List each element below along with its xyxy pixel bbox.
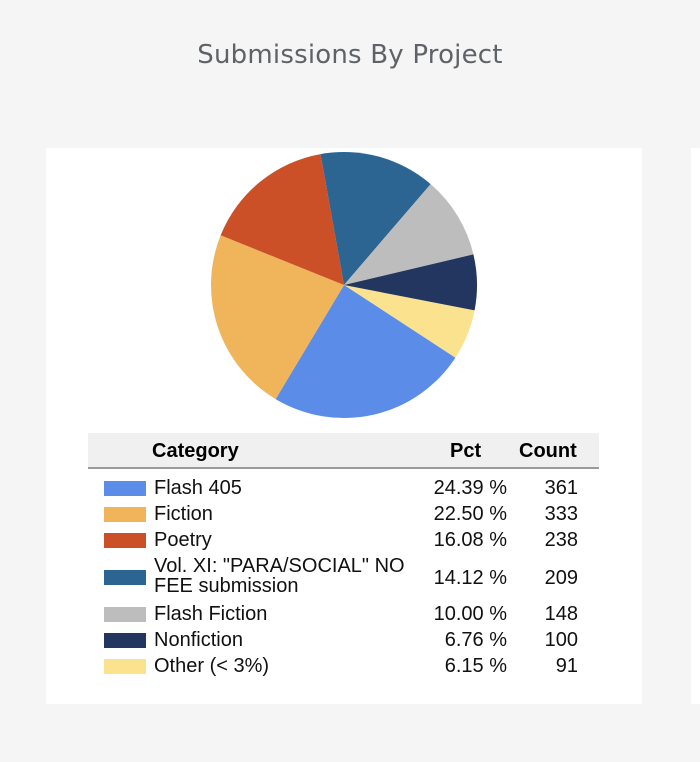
- legend-row: Poetry 16.08 % 238: [88, 530, 599, 554]
- legend-count: 209: [544, 567, 578, 589]
- legend-table: Flash 405 24.39 % 361 Fiction 22.50 % 33…: [88, 478, 599, 682]
- legend-count: 91: [555, 655, 578, 677]
- legend-count: 361: [544, 477, 578, 499]
- legend-header: Category Pct Count: [88, 433, 599, 469]
- legend-pct: 6.15 %: [444, 655, 507, 677]
- legend-swatch: [104, 659, 146, 674]
- legend-row: Other (< 3%) 6.15 % 91: [88, 656, 599, 682]
- adjacent-card-edge: [691, 148, 700, 704]
- legend-label: Other (< 3%): [154, 655, 270, 677]
- legend-header-count: Count: [519, 440, 577, 462]
- legend-swatch: [104, 607, 146, 622]
- pie-slice: [344, 184, 474, 285]
- legend-label: Nonfiction: [154, 629, 243, 651]
- legend-swatch: [104, 507, 146, 522]
- chart-card: Category Pct Count Flash 405 24.39 % 361…: [46, 148, 642, 704]
- legend-label: Poetry: [154, 529, 212, 551]
- legend-label: Flash Fiction: [154, 603, 268, 625]
- pie-slice: [211, 235, 344, 400]
- pie-slice: [344, 285, 475, 358]
- pie-slice: [220, 154, 344, 285]
- legend-row: Flash Fiction 10.00 % 148: [88, 604, 599, 630]
- legend-label: Fiction: [154, 503, 213, 525]
- pie-slice: [275, 285, 456, 419]
- legend-pct: 14.12 %: [433, 567, 507, 589]
- legend-pct: 6.76 %: [444, 629, 507, 651]
- pie-slice: [320, 151, 431, 285]
- legend-pct: 16.08 %: [433, 529, 507, 551]
- legend-swatch: [104, 533, 146, 548]
- legend-label: Flash 405: [154, 477, 242, 499]
- legend-count: 333: [544, 503, 578, 525]
- legend-pct: 24.39 %: [433, 477, 507, 499]
- legend-pct: 10.00 %: [433, 603, 507, 625]
- pie-slice: [344, 254, 478, 311]
- legend-row: Vol. XI: "PARA/SOCIAL" NO FEE submission…: [88, 554, 599, 604]
- legend-pct: 22.50 %: [433, 503, 507, 525]
- legend-count: 238: [544, 529, 578, 551]
- legend-row: Nonfiction 6.76 % 100: [88, 630, 599, 656]
- page-title: Submissions By Project: [197, 40, 503, 70]
- legend-row: Fiction 22.50 % 333: [88, 504, 599, 530]
- legend-count: 100: [544, 629, 578, 651]
- legend-header-category: Category: [152, 440, 239, 462]
- legend-swatch: [104, 570, 146, 585]
- legend-swatch: [104, 481, 146, 496]
- pie-chart: [211, 151, 478, 419]
- legend-count: 148: [544, 603, 578, 625]
- legend-header-pct: Pct: [450, 440, 482, 462]
- legend-swatch: [104, 633, 146, 648]
- legend-row: Flash 405 24.39 % 361: [88, 478, 599, 504]
- legend-label: Vol. XI: "PARA/SOCIAL" NO FEE submission: [154, 555, 405, 597]
